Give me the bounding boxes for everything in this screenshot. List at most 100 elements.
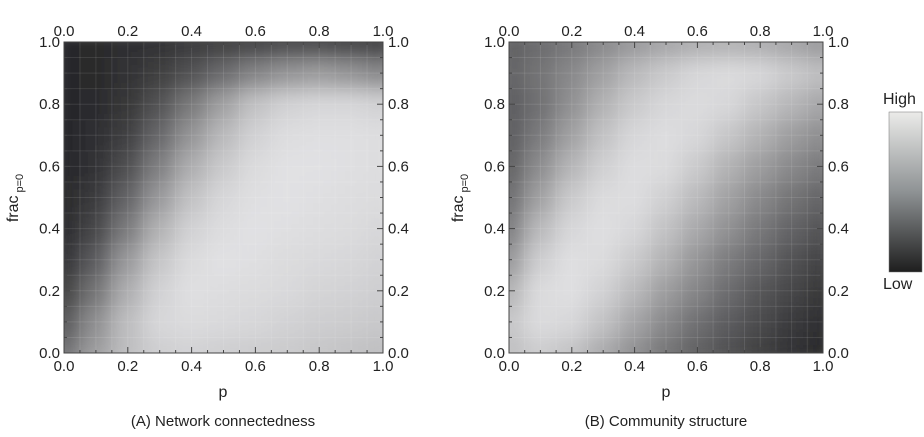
y-tick-label-left: 1.0 bbox=[39, 34, 60, 51]
heatmap-cell bbox=[366, 212, 383, 246]
heatmap-cell bbox=[206, 180, 241, 215]
heatmap-cell bbox=[238, 336, 273, 353]
heatmap-cell bbox=[64, 56, 81, 90]
heatmap-cell bbox=[64, 243, 81, 277]
y-tick-label-right: 0.8 bbox=[388, 96, 409, 113]
x-tick-label-top: 0.2 bbox=[561, 23, 582, 40]
heatmap-cell bbox=[334, 42, 369, 59]
heatmap-cell bbox=[78, 274, 113, 308]
heatmap-cell bbox=[270, 118, 305, 152]
heatmap-cell bbox=[110, 87, 145, 121]
legend-high-label: High bbox=[883, 91, 916, 108]
y-axis-label-subscript: p=0 bbox=[459, 174, 471, 193]
heatmap-mesh-overlay bbox=[64, 42, 383, 353]
heatmap-cell bbox=[806, 87, 823, 121]
heatmap-cell bbox=[110, 274, 145, 308]
heatmap-cell bbox=[680, 305, 715, 339]
heatmap-cell bbox=[509, 212, 526, 246]
heatmap-cell bbox=[586, 118, 620, 152]
heatmap-cell bbox=[302, 118, 337, 152]
heatmap-cell bbox=[712, 56, 746, 90]
heatmap-cell bbox=[555, 180, 589, 215]
heatmap-cell bbox=[206, 118, 241, 152]
panel-community-structure: 0.00.00.20.20.40.40.60.60.80.81.01.00.0 0… bbox=[450, 23, 849, 430]
heatmap-cell bbox=[743, 118, 777, 152]
heatmap-cell bbox=[743, 180, 777, 215]
x-tick-label-bottom: 0.0 bbox=[499, 358, 520, 375]
caption: (B) Community structure bbox=[585, 413, 748, 430]
heatmap-cell bbox=[806, 274, 823, 308]
heatmap-cell bbox=[509, 180, 526, 215]
heatmap-cell bbox=[680, 42, 715, 59]
heatmap-cell bbox=[366, 274, 383, 308]
heatmap-cell bbox=[366, 305, 383, 339]
heatmap-cell bbox=[238, 243, 273, 277]
heatmap-cell bbox=[680, 243, 715, 277]
heatmap-cell bbox=[617, 87, 652, 121]
heatmap-cell bbox=[523, 87, 558, 121]
heatmap-cell bbox=[78, 118, 113, 152]
heatmap-cell bbox=[238, 87, 273, 121]
heatmap-cell bbox=[334, 118, 369, 152]
heatmap-cell bbox=[509, 336, 526, 353]
heatmap-cell bbox=[206, 87, 241, 121]
x-tick-label-bottom: 0.6 bbox=[687, 358, 708, 375]
heatmap-cell bbox=[238, 212, 273, 246]
x-tick-label-top: 0.4 bbox=[624, 23, 645, 40]
heatmap-cell bbox=[78, 87, 113, 121]
heatmap-cell bbox=[366, 56, 383, 90]
y-tick-label-left: 0.6 bbox=[484, 158, 505, 175]
heatmap-cell bbox=[174, 149, 209, 183]
heatmap-cell bbox=[206, 212, 241, 246]
heatmap-cell bbox=[509, 42, 526, 59]
heatmap-cell bbox=[774, 180, 809, 215]
heatmap-cell bbox=[586, 305, 620, 339]
y-tick-label-right: 0.6 bbox=[388, 158, 409, 175]
heatmap-cell bbox=[110, 336, 145, 353]
x-tick-label-bottom: 0.8 bbox=[309, 358, 330, 375]
heatmap-cell bbox=[270, 87, 305, 121]
x-tick-label-bottom: 0.2 bbox=[117, 358, 138, 375]
heatmap-cell bbox=[712, 336, 746, 353]
heatmap-cell bbox=[617, 56, 652, 90]
heatmap-cell bbox=[366, 243, 383, 277]
heatmap-cell bbox=[743, 42, 777, 59]
heatmap-cell bbox=[555, 274, 589, 308]
heatmap-cell bbox=[142, 42, 177, 59]
heatmap-cell bbox=[774, 336, 809, 353]
heatmap-cell bbox=[238, 42, 273, 59]
heatmap-cell bbox=[680, 149, 715, 183]
heatmap-cell bbox=[302, 180, 337, 215]
heatmap-cell bbox=[649, 243, 683, 277]
heatmap-cell bbox=[334, 56, 369, 90]
x-tick-label-bottom: 0.6 bbox=[245, 358, 266, 375]
axes-community-structure: 0.00.00.20.20.40.40.60.60.80.81.01.00.0 0… bbox=[484, 23, 849, 375]
heatmap-cell bbox=[110, 56, 145, 90]
panel-network-connectedness: 0.00.00.20.20.40.40.60.60.80.81.01.00.0 0… bbox=[5, 23, 409, 430]
heatmap-cell bbox=[206, 42, 241, 59]
heatmap-cell bbox=[334, 274, 369, 308]
heatmap-cell bbox=[206, 305, 241, 339]
heatmap-cell bbox=[523, 56, 558, 90]
y-tick-label-right: 0.0 bbox=[828, 345, 849, 362]
y-axis-label: frac p=0 bbox=[450, 174, 471, 222]
y-tick-label-right: 0.8 bbox=[828, 96, 849, 113]
y-axis-label-subscript: p=0 bbox=[14, 174, 26, 193]
heatmap-cell bbox=[302, 42, 337, 59]
heatmap-cell bbox=[174, 87, 209, 121]
heatmap-cell bbox=[806, 305, 823, 339]
heatmap-cell bbox=[142, 212, 177, 246]
y-tick-label-right: 1.0 bbox=[388, 34, 409, 51]
heatmap-cell bbox=[649, 274, 683, 308]
heatmap-cell bbox=[523, 243, 558, 277]
heatmap-cell bbox=[743, 212, 777, 246]
heatmap-cell bbox=[523, 336, 558, 353]
heatmap-cell bbox=[64, 336, 81, 353]
heatmap-network-connectedness bbox=[64, 42, 383, 353]
heatmap-cell bbox=[555, 87, 589, 121]
heatmap-cell bbox=[712, 243, 746, 277]
heatmap-cell bbox=[649, 149, 683, 183]
heatmap-cell bbox=[238, 180, 273, 215]
heatmap-cell bbox=[78, 56, 113, 90]
heatmap-cell bbox=[774, 42, 809, 59]
